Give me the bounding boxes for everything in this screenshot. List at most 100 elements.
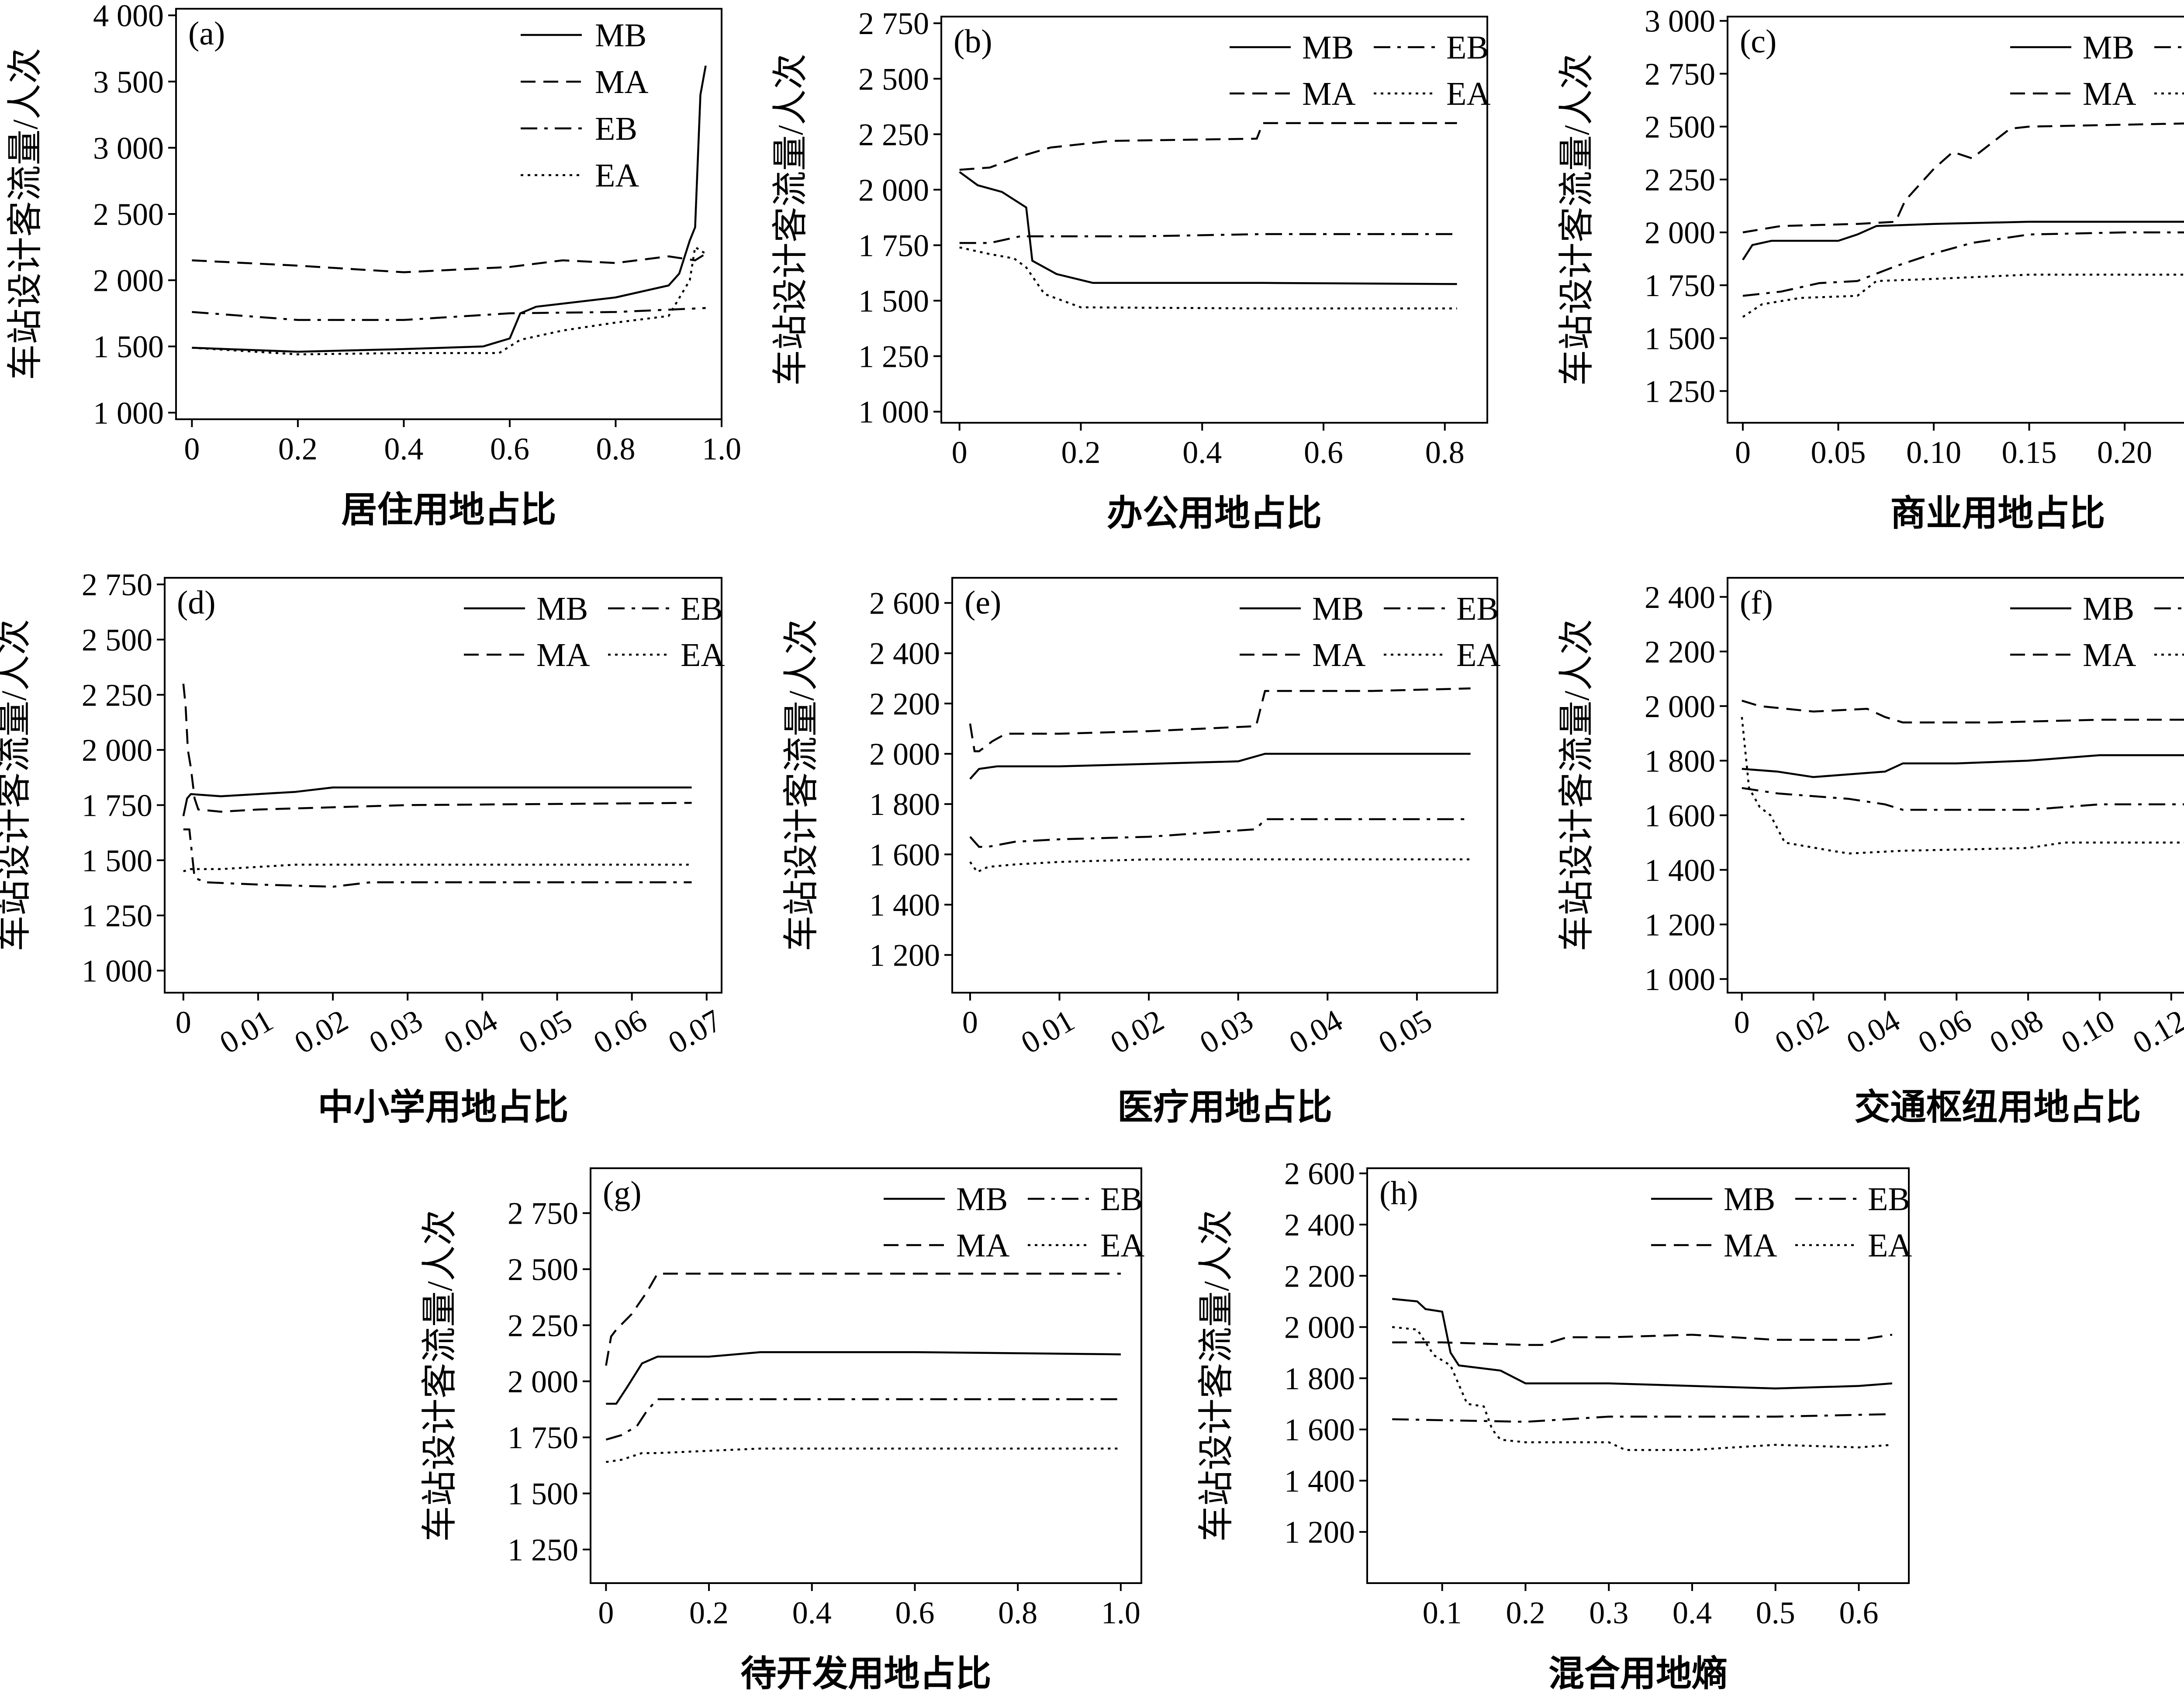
y-tick-label: 1 750: [1645, 268, 1715, 303]
series-line-MA: [192, 253, 706, 273]
panel-label: (b): [954, 23, 992, 60]
y-tick-label: 2 000: [858, 173, 929, 207]
y-tick-label: 2 250: [82, 678, 152, 713]
panel-label: (d): [177, 584, 216, 621]
x-tick-label: 0.15: [2002, 435, 2057, 470]
series-line-MB: [192, 65, 707, 353]
y-tick-label: 1 200: [869, 938, 940, 973]
series-line-EA: [1392, 1326, 1892, 1451]
y-axis-label: 车站设计客流量/人次: [771, 54, 810, 386]
legend-label-EA: EA: [595, 157, 639, 194]
series-line-MA: [605, 1273, 1121, 1366]
legend: MB EB MA EA: [1240, 590, 1500, 673]
y-axis-label: 车站设计客流量/人次: [1557, 54, 1597, 386]
legend-label-MB: MB: [1724, 1181, 1775, 1218]
series-line-MB: [182, 786, 692, 817]
legend-label-EA: EA: [1100, 1227, 1144, 1264]
x-tick-label: 0.6: [1304, 435, 1343, 470]
series-line-MB: [969, 752, 1471, 780]
legend: MB MA EB EA: [521, 17, 649, 194]
legend-label-MB: MB: [2083, 29, 2134, 66]
y-tick-label: 2 000: [1645, 689, 1715, 724]
y-tick-label: 1 600: [1645, 798, 1715, 833]
y-tick-label: 2 000: [869, 737, 940, 772]
y-tick-label: 2 750: [508, 1196, 578, 1231]
y-tick-label: 2 250: [1645, 162, 1715, 197]
y-tick-label: 2 400: [1645, 580, 1715, 615]
y-tick-label: 1 000: [82, 953, 152, 988]
legend-label-MB: MB: [595, 17, 646, 54]
x-tick-label: 0.2: [278, 431, 318, 466]
series-line-EA: [969, 858, 1471, 873]
plot-frame: [590, 1167, 1142, 1584]
y-tick-label: 1 000: [1645, 962, 1715, 997]
y-tick-label: 1 000: [858, 395, 929, 430]
y-tick-label: 1 500: [1645, 321, 1715, 356]
legend-label-MB: MB: [1312, 590, 1364, 627]
y-tick-label: 1 600: [869, 837, 940, 872]
y-tick-label: 1 800: [1645, 744, 1715, 779]
x-axis-label: 居住用地占比: [341, 490, 556, 530]
x-axis-label: 混合用地熵: [1548, 1654, 1728, 1691]
series-line-MA: [959, 122, 1457, 171]
y-tick-label: 2 000: [93, 263, 164, 298]
legend-label-MA: MA: [1724, 1227, 1777, 1264]
y-axis-label: 车站设计客流量/人次: [420, 1210, 460, 1542]
x-axis-label: 交通枢纽用地占比: [1854, 1087, 2141, 1127]
x-tick-label: 0: [598, 1595, 614, 1630]
x-tick-label: 0.6: [1839, 1595, 1879, 1630]
y-tick-label: 1 500: [93, 329, 164, 364]
y-tick-label: 1 250: [82, 898, 152, 933]
x-tick-label: 0: [1734, 1005, 1750, 1040]
y-axis-label: 车站设计客流量/人次: [1557, 619, 1597, 952]
plot-frame: [1366, 1167, 1910, 1584]
legend-label-MB: MB: [1302, 29, 1354, 66]
series-line-EB: [183, 828, 692, 888]
x-tick-label: 0.6: [895, 1595, 934, 1630]
series-line-EA: [183, 863, 692, 873]
y-tick-label: 3 000: [1645, 4, 1715, 39]
series-line-EA: [959, 246, 1457, 310]
y-tick-label: 2 000: [82, 733, 152, 768]
y-tick-label: 2 400: [869, 636, 940, 671]
y-tick-label: 2 500: [93, 197, 164, 232]
x-tick-label: 0: [184, 431, 200, 466]
legend-label-EB: EB: [1456, 590, 1499, 627]
legend-label-EA: EA: [1456, 637, 1500, 673]
y-tick-label: 2 750: [82, 567, 152, 602]
y-tick-label: 2 400: [1284, 1208, 1355, 1242]
panel-label: (c): [1740, 23, 1776, 60]
y-tick-label: 1 200: [1284, 1515, 1355, 1550]
legend-label-MA: MA: [1312, 637, 1366, 673]
x-tick-label: 0.1: [1423, 1595, 1462, 1630]
legend-label-MB: MB: [2083, 590, 2134, 627]
x-tick-label: 0.2: [1506, 1595, 1545, 1630]
y-tick-label: 2 250: [508, 1308, 578, 1343]
y-tick-label: 1 800: [869, 787, 940, 822]
y-tick-label: 2 750: [1645, 57, 1715, 92]
x-tick-label: 0.8: [596, 431, 635, 466]
y-axis-label: 车站设计客流量/人次: [1196, 1210, 1236, 1542]
plot-frame: [164, 577, 722, 994]
x-tick-label: 0.10: [1906, 435, 1961, 470]
x-tick-label: 0: [1735, 435, 1751, 470]
y-tick-label: 1 500: [858, 283, 929, 318]
legend-label-EB: EB: [595, 110, 637, 147]
y-tick-label: 2 000: [1645, 215, 1715, 250]
y-tick-label: 2 500: [82, 622, 152, 657]
series-line-MB: [1742, 221, 2184, 261]
x-axis-label: 待开发用地占比: [740, 1654, 991, 1691]
y-tick-label: 1 500: [508, 1477, 578, 1512]
series-line-MB: [606, 1351, 1121, 1405]
series-line-MA: [1742, 122, 2184, 234]
y-tick-label: 2 500: [508, 1252, 578, 1287]
series-line-EA: [1741, 717, 2184, 855]
series-line-EA: [192, 246, 706, 355]
y-tick-label: 1 500: [82, 843, 152, 878]
y-tick-label: 1 750: [508, 1420, 578, 1455]
legend-label-EA: EA: [1446, 76, 1490, 112]
